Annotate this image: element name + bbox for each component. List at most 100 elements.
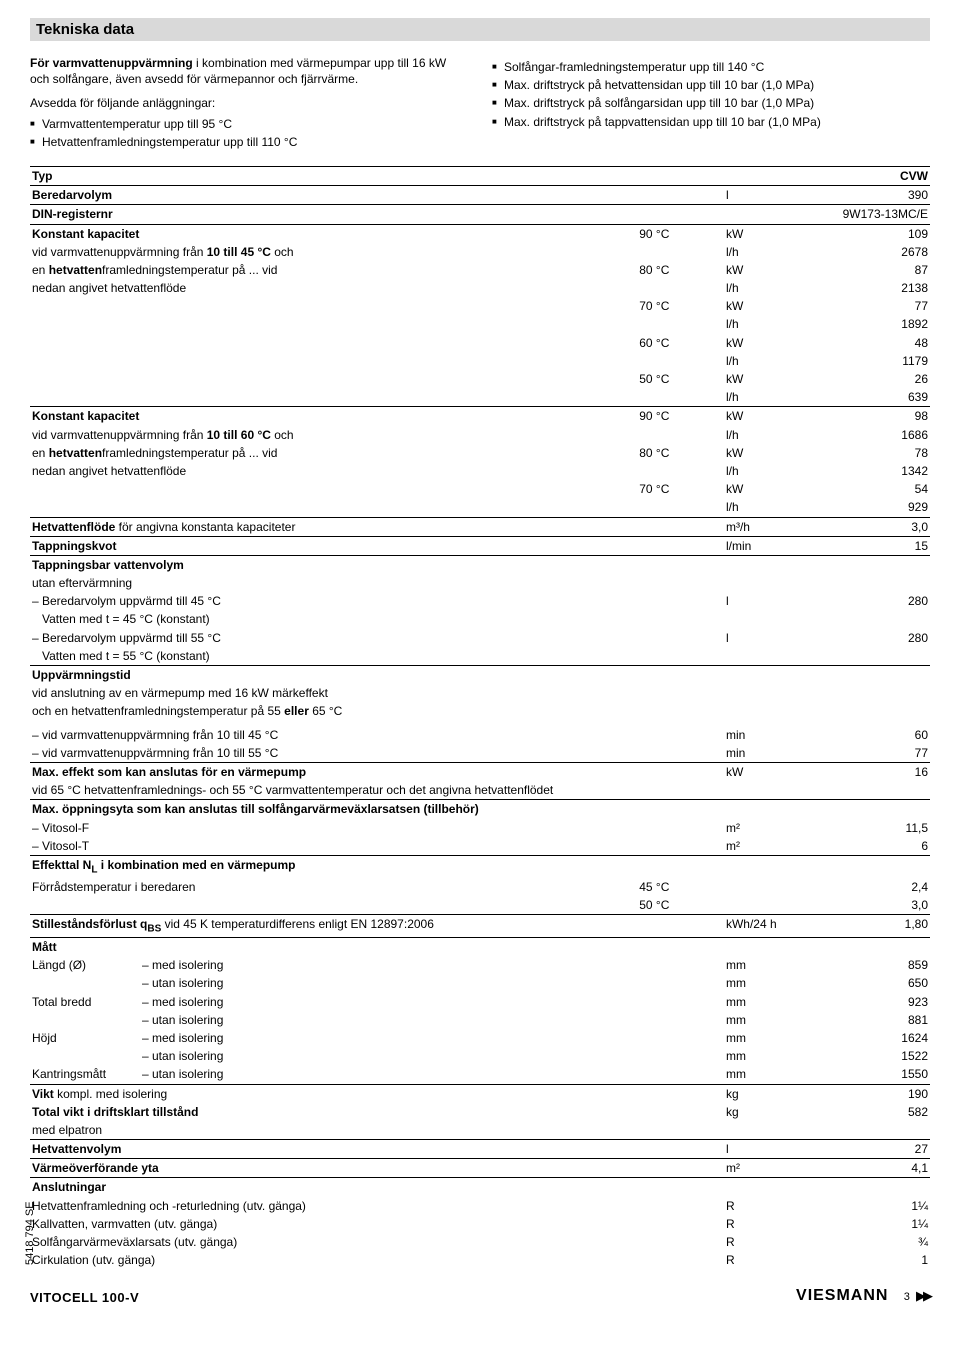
label: nedan angivet hetvattenflöde (30, 279, 637, 297)
label: en hetvattenframledningstemperatur på ..… (30, 261, 637, 279)
label: Förrådstemperatur i beredaren (30, 878, 637, 896)
label: Tappningskvot (30, 536, 637, 555)
label: en hetvattenframledningstemperatur på ..… (30, 444, 637, 462)
unit: l/h (724, 279, 800, 297)
value: 859 (800, 956, 930, 974)
unit: m³/h (724, 517, 800, 536)
value: 15 (800, 536, 930, 555)
unit: l/h (724, 315, 800, 333)
label: Vatten med t = 55 °C (konstant) (30, 647, 637, 666)
table-row: – utan isoleringmm1522 (30, 1047, 930, 1065)
unit: l (724, 592, 800, 610)
value: 1179 (800, 352, 930, 370)
table-row: med elpatron (30, 1121, 930, 1140)
label: Mått (30, 938, 637, 957)
table-header: Typ CVW (30, 166, 930, 185)
value: 1,80 (800, 915, 930, 938)
table-row: Stilleståndsförlust qBS vid 45 K tempera… (30, 915, 930, 938)
temp: 60 °C (637, 334, 724, 352)
label: Max. öppningsyta som kan anslutas till s… (30, 800, 724, 819)
table-row: nedan angivet hetvattenflöde l/h 2138 (30, 279, 930, 297)
table-row: Total bredd– med isoleringmm923 (30, 993, 930, 1011)
value: 650 (800, 974, 930, 992)
label: Total bredd– med isolering (30, 993, 637, 1011)
table-row: nedan angivet hetvattenflöde l/h 1342 (30, 462, 930, 480)
label: och en hetvattenframledningstemperatur p… (30, 702, 637, 720)
table-row: Kallvatten, varmvatten (utv. gänga)R1¼ (30, 1215, 930, 1233)
unit: m² (724, 819, 800, 837)
table-row: Vikt kompl. med isoleringkg190 (30, 1084, 930, 1103)
value: 9W173-13MC/E (800, 205, 930, 224)
label: Värmeöverförande yta (30, 1159, 637, 1178)
label: Stilleståndsförlust qBS vid 45 K tempera… (30, 915, 724, 938)
intro-columns: För varmvattenuppvärmning i kombination … (30, 55, 930, 152)
value: 3,0 (800, 896, 930, 915)
label: utan eftervärmning (30, 574, 637, 592)
table-row: Konstant kapacitet 90 °C kW 109 (30, 224, 930, 243)
label: Hetvattenframledning och -returledning (… (30, 1197, 637, 1215)
table-row: Tappningskvot l/min 15 (30, 536, 930, 555)
label: Vatten med t = 45 °C (konstant) (30, 610, 637, 628)
table-row: Hetvattenvolyml27 (30, 1140, 930, 1159)
value: 48 (800, 334, 930, 352)
value: 2678 (800, 243, 930, 261)
intro-right-item: Max. driftstryck på tappvattensidan upp … (492, 114, 930, 130)
value: 881 (800, 1011, 930, 1029)
value: 1¼ (800, 1197, 930, 1215)
value: 26 (800, 370, 930, 388)
value: 16 (800, 762, 930, 781)
intro-right-list: Solfångar-framledningstemperatur upp til… (492, 59, 930, 130)
unit: kW (724, 480, 800, 498)
table-row: Förrådstemperatur i beredaren45 °C2,4 (30, 878, 930, 896)
table-row: – Vitosol-Tm²6 (30, 837, 930, 856)
table-row: – vid varmvattenuppvärmning från 10 till… (30, 721, 930, 744)
label: Anslutningar (30, 1178, 637, 1197)
intro-para: För varmvattenuppvärmning i kombination … (30, 55, 468, 87)
unit: kW (724, 407, 800, 426)
label: – Vitosol-F (30, 819, 637, 837)
unit: kW (724, 261, 800, 279)
table-row: – Beredarvolym uppvärmd till 55 °Cl280 (30, 629, 930, 647)
table-row: Cirkulation (utv. gänga)R1 (30, 1251, 930, 1269)
table-row: Solfångarvärmeväxlarsats (utv. gänga)R¾ (30, 1233, 930, 1251)
label: Cirkulation (utv. gänga) (30, 1251, 637, 1269)
temp: 80 °C (637, 444, 724, 462)
table-row: l/h639 (30, 388, 930, 407)
table-row: Höjd– med isoleringmm1624 (30, 1029, 930, 1047)
label: Total vikt i driftsklart tillstånd (30, 1103, 637, 1121)
unit: kW (724, 762, 800, 781)
table-row: l/h1179 (30, 352, 930, 370)
label: Effekttal NL i kombination med en värmep… (30, 855, 637, 877)
label: vid 65 °C hetvattenframlednings- och 55 … (30, 781, 724, 800)
temp: 80 °C (637, 261, 724, 279)
value: 87 (800, 261, 930, 279)
unit: R (724, 1197, 800, 1215)
label: – utan isolering (30, 1011, 637, 1029)
value: 1686 (800, 426, 930, 444)
table-row: Vatten med t = 55 °C (konstant) (30, 647, 930, 666)
table-row: utan eftervärmning (30, 574, 930, 592)
value: 54 (800, 480, 930, 498)
label: Höjd– med isolering (30, 1029, 637, 1047)
unit: kW (724, 444, 800, 462)
unit: l/h (724, 352, 800, 370)
table-row: 70 °CkW54 (30, 480, 930, 498)
temp: 50 °C (637, 896, 724, 915)
value: 77 (800, 744, 930, 763)
label: – vid varmvattenuppvärmning från 10 till… (30, 744, 637, 763)
unit: l (724, 1140, 800, 1159)
value: 1342 (800, 462, 930, 480)
unit: l (724, 186, 800, 205)
label: – vid varmvattenuppvärmning från 10 till… (30, 721, 637, 744)
label: DIN-registernr (30, 205, 637, 224)
table-row: – utan isoleringmm650 (30, 974, 930, 992)
intro-right: Solfångar-framledningstemperatur upp til… (492, 55, 930, 152)
footer-right: VIESMANN 3 ▶▶ (796, 1287, 930, 1305)
value: 280 (800, 592, 930, 610)
value: 280 (800, 629, 930, 647)
value: 77 (800, 297, 930, 315)
table-row: l/h929 (30, 498, 930, 517)
table-row: 70 °CkW77 (30, 297, 930, 315)
temp: 70 °C (637, 480, 724, 498)
table-row: Effekttal NL i kombination med en värmep… (30, 855, 930, 877)
